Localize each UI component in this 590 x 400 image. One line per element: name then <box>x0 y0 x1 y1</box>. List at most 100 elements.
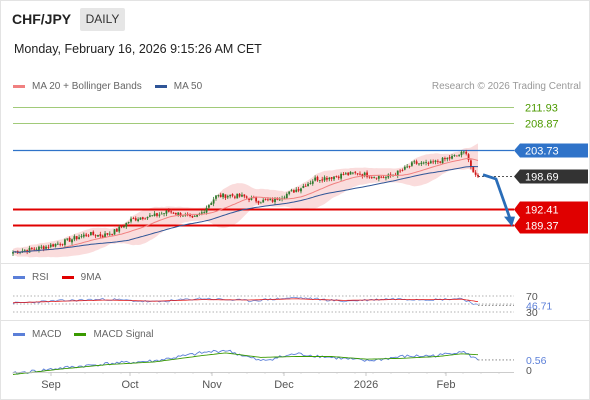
legend-item-9ma: 9MA <box>61 272 101 283</box>
candle-body <box>111 234 114 235</box>
candle-body <box>21 250 24 252</box>
candle-body <box>349 171 352 175</box>
candle-body <box>295 189 298 192</box>
candle-body <box>174 213 177 215</box>
candle-body <box>33 248 36 250</box>
candle-body <box>401 170 404 171</box>
candle-body <box>125 222 128 227</box>
legend-label-rsi: RSI <box>32 272 49 283</box>
candle-body <box>333 176 335 180</box>
macd-last-label: 0.56 <box>526 355 547 367</box>
candle-body <box>425 162 427 163</box>
period-button[interactable]: DAILY <box>80 8 125 31</box>
candle-body <box>61 243 64 245</box>
candle-body <box>196 214 199 217</box>
candle-body <box>477 174 479 177</box>
candle-body <box>243 194 246 197</box>
candle-body <box>342 174 345 175</box>
candle-body <box>92 231 95 235</box>
candle-body <box>165 210 168 214</box>
candle-body <box>300 188 302 192</box>
candle-body <box>250 197 253 200</box>
candle-body <box>182 215 184 217</box>
candle-body <box>269 198 272 201</box>
candle-body <box>97 234 99 237</box>
candle-body <box>474 172 477 175</box>
x-tick-label-0: Sep <box>41 379 61 391</box>
candle-body <box>406 166 409 168</box>
x-tick-label-4: 2026 <box>354 379 378 391</box>
bollinger-band <box>13 143 478 258</box>
candle-body <box>441 157 444 164</box>
candle-body <box>231 194 234 196</box>
candle-body <box>458 155 461 156</box>
candle-body <box>344 173 347 175</box>
candle-body <box>156 213 158 216</box>
candle-body <box>134 218 137 221</box>
candle-body <box>56 243 59 245</box>
candle-body <box>326 177 328 180</box>
candle-body <box>54 243 57 247</box>
chart-header: CHF/JPY DAILY <box>1 1 589 37</box>
candle-body <box>444 158 446 160</box>
candle-body <box>304 185 307 187</box>
candle-body <box>118 226 121 232</box>
candle-body <box>78 237 80 240</box>
candle-body <box>462 151 465 153</box>
support-label-4: 192.41 <box>525 205 559 217</box>
candle-body <box>153 213 156 216</box>
candle-body <box>203 212 206 213</box>
legend-swatch-ma20 <box>13 85 25 88</box>
candle-body <box>330 177 333 179</box>
legend-item-macd-signal: MACD Signal <box>74 329 153 340</box>
legend-label-macd: MACD <box>32 329 62 340</box>
rsi-axis-label-1: 46.71 <box>526 300 552 312</box>
rsi-series-9ma <box>12 298 479 304</box>
candle-body <box>149 215 151 217</box>
candle-body <box>439 161 442 163</box>
candle-body <box>40 246 43 248</box>
candle-body <box>460 151 463 156</box>
candle-body <box>12 252 14 254</box>
candle-body <box>130 218 132 222</box>
candle-body <box>236 193 239 199</box>
candle-body <box>408 166 411 167</box>
candle-body <box>314 177 317 181</box>
candle-body <box>262 199 265 203</box>
x-tick-label-5: Feb <box>437 379 456 391</box>
candle-body <box>274 197 276 203</box>
candle-body <box>288 191 291 194</box>
candle-body <box>335 176 338 177</box>
candle-body <box>337 176 340 178</box>
candle-body <box>45 246 47 249</box>
candle-body <box>354 171 357 173</box>
macd-legend: MACD MACD Signal <box>13 329 166 340</box>
candle-body <box>217 194 220 196</box>
candle-body <box>224 194 227 198</box>
candle-body <box>28 247 31 253</box>
candle-body <box>368 176 371 178</box>
candle-body <box>467 154 470 160</box>
candle-body <box>375 177 378 179</box>
candle-body <box>219 194 222 198</box>
candle-body <box>106 233 109 235</box>
candle-body <box>229 194 232 197</box>
candle-body <box>403 166 406 170</box>
candle-body <box>453 155 456 157</box>
candle-body <box>396 170 399 176</box>
candle-body <box>427 162 430 165</box>
candle-body <box>429 161 432 164</box>
candle-body <box>115 228 118 232</box>
candle-body <box>238 193 241 197</box>
candle-body <box>49 244 52 247</box>
candle-body <box>104 233 106 238</box>
candle-body <box>415 161 418 164</box>
candle-body <box>361 174 364 177</box>
candle-body <box>399 170 402 172</box>
candle-body <box>191 215 194 218</box>
candle-body <box>434 160 437 162</box>
candle-body <box>189 214 191 217</box>
candle-body <box>387 174 390 178</box>
last-price-label: 198.69 <box>525 172 559 184</box>
